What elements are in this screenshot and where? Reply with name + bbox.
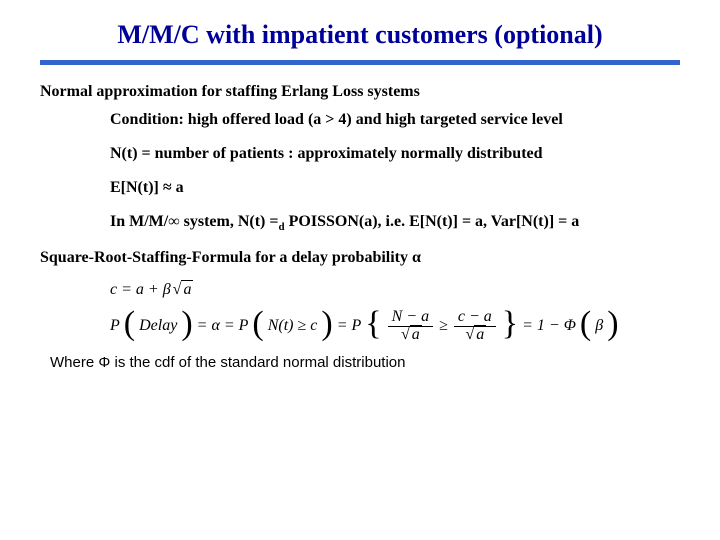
eq-tail: = 1 − Φ [522,317,576,335]
equation-p-delay: P ( Delay ) = α = P ( N(t) ≥ c ) = P { N… [110,309,680,344]
equation-c: c = a + β a [110,281,680,299]
eq-c-rad: a [181,280,193,298]
frac2-den: a [454,327,496,344]
heading-normal-approx: Normal approximation for staffing Erlang… [40,83,680,101]
rparen3-icon: ) [607,307,618,341]
slide-title: M/M/C with impatient customers (optional… [40,20,680,50]
rparen-icon: ) [181,307,192,341]
sqrt2-icon: a [463,327,486,344]
title-rule [40,60,680,65]
mminf-line: In M/M/∞ system, N(t) =d POISSON(a), i.e… [110,213,680,233]
eq-c-prefix: c = a + β [110,281,171,298]
ge-symbol: ≥ [439,317,448,335]
formula-block: c = a + β a P ( Delay ) = α = P ( N(t) ≥ … [110,281,680,344]
frac1-den: a [388,327,433,344]
eq-p2: = P [337,317,362,335]
p1: P [110,317,120,335]
slide: M/M/C with impatient customers (optional… [0,0,720,381]
sqrt1-icon: a [399,327,422,344]
square-root-heading: Square-Root-Staffing-Formula for a delay… [40,249,680,267]
lparen2-icon: ( [252,307,263,341]
nt-ge-c: N(t) ≥ c [268,317,318,335]
where-line: Where Φ is the cdf of the standard norma… [50,354,680,371]
rbrace-icon: } [502,307,518,341]
rparen2-icon: ) [321,307,332,341]
sqrt-a-icon: a [171,281,194,299]
nt-line: N(t) = number of patients : approximatel… [110,145,680,163]
ent-line: E[N(t)] ≈ a [110,179,680,197]
frac1: N − a a [388,309,433,344]
frac2: c − a a [454,309,496,344]
beta: β [595,317,603,335]
delay-word: Delay [139,317,177,335]
lbrace-icon: { [365,307,381,341]
mminf-tail: POISSON(a), i.e. E[N(t)] = a, Var[N(t)] … [285,213,580,230]
condition-line: Condition: high offered load (a > 4) and… [110,111,680,129]
eq-alpha: = α = P [197,317,249,335]
lparen-icon: ( [124,307,135,341]
mminf-prefix: In M/M/∞ system, N(t) = [110,213,279,230]
lparen3-icon: ( [580,307,591,341]
